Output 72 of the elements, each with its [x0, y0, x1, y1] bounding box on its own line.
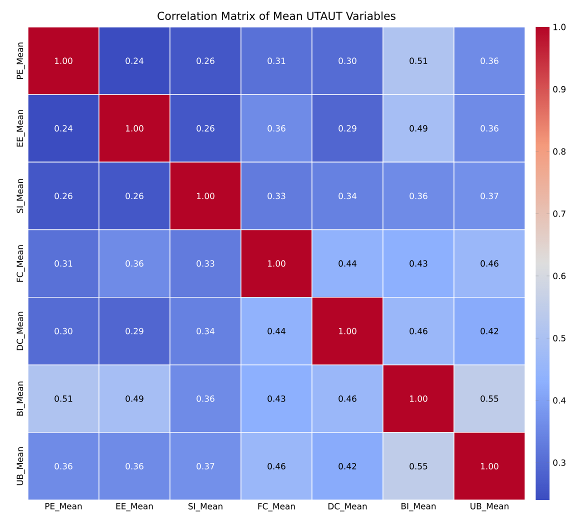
color-bar-label: 0.8 [553, 148, 566, 155]
data-label: 1.00 [410, 395, 428, 402]
data-label: 0.26 [126, 192, 144, 200]
color-bar-label: 0.6 [553, 272, 566, 280]
y-tick-label: BI_Mean [16, 382, 25, 416]
color-bar-label: 1.0 [554, 24, 566, 30]
data-label: 1.00 [481, 463, 498, 470]
data-label: 0.44 [268, 328, 286, 334]
data-label: 0.33 [268, 192, 286, 200]
data-label: 0.46 [338, 395, 356, 402]
data-label: 1.00 [126, 125, 144, 132]
data-label: 0.24 [126, 58, 144, 64]
data-label: 0.49 [126, 395, 144, 402]
color-bar-label: 0.4 [553, 397, 566, 404]
data-label: 0.24 [54, 125, 72, 132]
y-tick-label: FC_Mean [16, 245, 25, 282]
x-tick-label: BI_Mean [402, 503, 436, 512]
y-tick-label: PE_Mean [16, 42, 25, 79]
y-tick-label: SI_Mean [16, 179, 25, 213]
data-label: 0.36 [54, 463, 72, 470]
x-tick-label: FC_Mean [258, 503, 295, 512]
x-tick-label: UB_Mean [470, 503, 508, 512]
data-label: 0.31 [268, 58, 286, 64]
x-tick-label: PE_Mean [45, 503, 82, 512]
chart-title: Correlation Matrix of Mean UTAUT Variables [158, 12, 396, 20]
data-label: 0.26 [196, 125, 214, 132]
data-label: 0.31 [54, 260, 72, 267]
data-label: 0.51 [410, 58, 428, 64]
data-label: 0.55 [480, 395, 498, 402]
data-label: 0.36 [410, 192, 428, 200]
color-bar-label: 0.3 [553, 459, 566, 466]
data-label: 1.00 [339, 328, 356, 334]
data-label: 0.30 [54, 328, 72, 334]
data-label: 0.43 [410, 260, 428, 267]
x-tick-label: DC_Mean [328, 503, 367, 512]
data-label: 0.33 [196, 260, 214, 267]
data-label: 0.26 [196, 58, 214, 64]
data-label: 0.36 [126, 463, 144, 470]
color-bar-label: 0.9 [553, 86, 566, 92]
data-label: 0.46 [410, 328, 428, 334]
y-tick-label: EE_Mean [16, 110, 25, 147]
data-label: 0.29 [126, 328, 144, 334]
data-label: 0.43 [268, 395, 286, 402]
data-label: 0.34 [196, 328, 214, 334]
color-bar-label: 0.5 [553, 334, 566, 342]
data-label: 1.00 [197, 192, 214, 200]
data-label: 0.46 [268, 463, 286, 470]
data-label: 0.42 [480, 328, 498, 334]
data-label: 1.00 [268, 260, 286, 267]
data-label: 0.26 [54, 192, 72, 200]
data-label: 0.36 [268, 125, 286, 132]
y-tick-label: UB_Mean [16, 447, 25, 486]
data-label: 0.30 [338, 58, 356, 64]
y-tick-label: DC_Mean [16, 312, 25, 350]
color-bar-label: 0.7 [553, 210, 566, 217]
data-label: 0.42 [338, 463, 356, 470]
data-label: 0.49 [410, 125, 428, 132]
data-label: 0.46 [480, 260, 498, 267]
data-label: 0.34 [338, 192, 356, 200]
data-label: 0.36 [196, 395, 214, 402]
data-label: 0.55 [410, 463, 428, 470]
x-tick-label: EE_Mean [116, 503, 153, 512]
x-tick-label: SI_Mean [188, 503, 222, 512]
data-label: 0.36 [126, 260, 144, 267]
data-label: 0.36 [480, 125, 498, 132]
data-label: 0.37 [480, 192, 498, 200]
data-label: 0.51 [54, 395, 72, 402]
data-label: 0.36 [480, 58, 498, 64]
data-label: 0.37 [196, 463, 214, 470]
data-label: 0.44 [338, 260, 356, 267]
data-label: 1.00 [55, 58, 72, 64]
data-label: 0.29 [338, 125, 356, 132]
